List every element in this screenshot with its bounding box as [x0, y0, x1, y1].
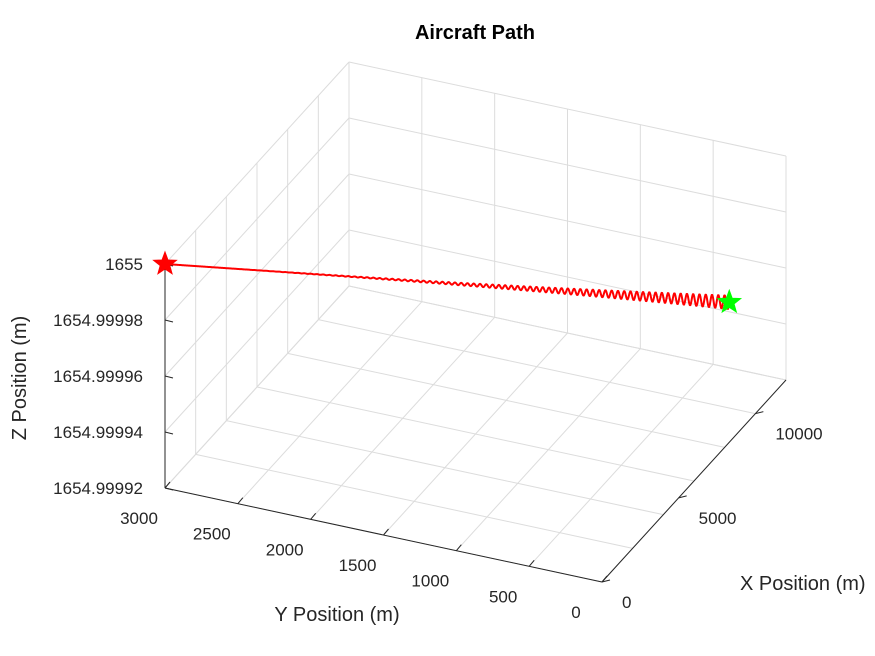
y-tick-5 — [237, 497, 244, 504]
y-tick-1 — [528, 560, 535, 567]
y-tick-4 — [310, 513, 317, 520]
x-axis-label: X Position (m) — [740, 573, 866, 595]
y-tick-label-2: 1000 — [411, 572, 449, 591]
sidewall-gridline-z-4 — [348, 61, 787, 157]
backwall-gridline-z-0 — [164, 285, 350, 489]
sidewall-gridline-z-2 — [348, 173, 787, 269]
z-tick-2 — [164, 375, 174, 379]
z-tick-label-2: 1654.99996 — [53, 367, 143, 386]
x-tick-label-1: 5000 — [699, 509, 737, 528]
x-tick-0 — [601, 579, 611, 583]
floor-gridline-y-2 — [455, 348, 641, 552]
y-tick-label-1: 500 — [489, 587, 517, 606]
y-tick-0 — [601, 575, 608, 583]
x-tick-label-0: 0 — [622, 593, 631, 612]
start-marker — [152, 250, 178, 275]
y-tick-label-0: 0 — [571, 603, 580, 622]
y-tick-label-5: 2500 — [193, 525, 231, 544]
axes-layer: 0 5000 10000 0 500 1000 1500 2000 2500 3000 1654.9… — [53, 255, 822, 622]
y-tick-3 — [383, 528, 389, 536]
backwall-gridline-z-2 — [164, 173, 350, 377]
backwall-gridline-z-1 — [164, 229, 350, 433]
x-tick-2 — [755, 411, 764, 415]
label-layer: Aircraft Path X Position (m) Y Position … — [9, 22, 866, 626]
y-tick-2 — [455, 544, 462, 551]
z-tick-label-3: 1654.99998 — [53, 311, 143, 330]
sidewall-gridline-z-0 — [348, 285, 787, 381]
backwall-gridline-z-4 — [164, 61, 350, 265]
chart-title: Aircraft Path — [415, 22, 535, 44]
y-tick-label-3: 1500 — [339, 556, 377, 575]
z-tick-label-4: 1655 — [105, 255, 143, 274]
x-tick-label-2: 10000 — [775, 425, 822, 444]
sidewall-gridline-z-1 — [348, 229, 787, 325]
backwall-gridline-z-3 — [164, 117, 350, 321]
z-tick-0 — [164, 487, 174, 491]
z-axis-label: Z Position (m) — [9, 316, 31, 440]
series-path-0 — [164, 263, 731, 310]
z-tick-3 — [164, 319, 174, 323]
data-layer — [152, 250, 743, 314]
y-tick-6 — [164, 481, 171, 489]
y-tick-label-6: 3000 — [120, 509, 158, 528]
z-tick-1 — [164, 431, 174, 435]
grid-layer — [164, 61, 787, 583]
floor-gridline-y-4 — [310, 316, 496, 520]
z-tick-label-1: 1654.99994 — [53, 423, 143, 442]
end-marker — [716, 288, 743, 314]
y-tick-label-4: 2000 — [266, 540, 304, 559]
sidewall-gridline-z-3 — [348, 117, 787, 213]
floor-gridline-y-1 — [528, 363, 714, 567]
y-axis-label: Y Position (m) — [274, 604, 399, 626]
x-tick-1 — [678, 495, 687, 499]
floor-gridline-y-3 — [383, 332, 568, 536]
z-tick-label-0: 1654.99992 — [53, 479, 143, 498]
floor-gridline-y-5 — [237, 301, 423, 505]
